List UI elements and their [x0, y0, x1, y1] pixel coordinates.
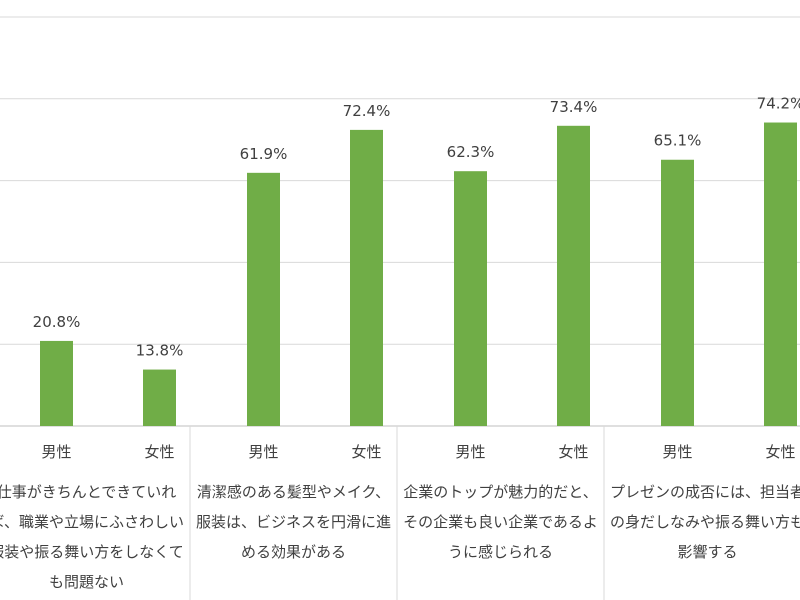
bar — [350, 129, 383, 426]
category-label-line: める効果がある — [241, 543, 346, 561]
bar — [661, 159, 694, 426]
data-label: 13.8% — [136, 342, 184, 360]
category-label-line: も問題ない — [49, 573, 124, 591]
group-label: 男性 — [662, 443, 692, 461]
category-label-line: 影響する — [677, 543, 737, 561]
category-label-line: うに感じられる — [448, 543, 553, 561]
category-label-line: 服装や振る舞い方をしなくて — [0, 543, 184, 561]
bar — [557, 125, 590, 426]
group-label: 男性 — [248, 443, 278, 461]
category-label-line: ば、職業や立場にふさわしい — [0, 513, 184, 531]
category-label-line: 服装は、ビジネスを円滑に進 — [196, 513, 391, 531]
data-label: 20.8% — [33, 313, 81, 331]
data-label: 61.9% — [240, 145, 288, 163]
bar — [143, 369, 176, 426]
group-label: 女性 — [558, 443, 588, 461]
group-label: 男性 — [41, 443, 71, 461]
data-labels: 20.8% 13.8% 61.9% 72.4% 62.3% 73.4% 65.1% 74.2% — [33, 95, 800, 360]
data-label: 73.4% — [550, 98, 598, 116]
x-axis: 男性 女性仕事がきちんとできていれば、職業や立場にふさわしい服装や振る舞い方をしな… — [0, 426, 800, 600]
data-label: 74.2% — [757, 95, 800, 113]
group-label: 女性 — [351, 443, 381, 461]
group-label: 女性 — [765, 443, 795, 461]
bar — [40, 340, 73, 426]
bar — [247, 172, 280, 426]
category-label-line: プレゼンの成否には、担当者 — [610, 483, 800, 501]
bars — [40, 122, 797, 426]
group-label: 男性 — [455, 443, 485, 461]
category-label-line: 仕事がきちんとできていれ — [0, 483, 176, 501]
data-label: 72.4% — [343, 102, 391, 120]
data-label: 62.3% — [447, 143, 495, 161]
category-label-line: 清潔感のある髪型やメイク、 — [197, 483, 390, 501]
category-label-line: その企業も良い企業であるよ — [403, 513, 598, 531]
group-label: 女性 — [144, 443, 174, 461]
bar — [764, 122, 797, 426]
bar — [454, 171, 487, 426]
category-label-line: 企業のトップが魅力的だと、 — [403, 483, 597, 501]
category-label-line: の身だしなみや振る舞い方も — [610, 513, 800, 531]
data-label: 65.1% — [654, 132, 702, 150]
